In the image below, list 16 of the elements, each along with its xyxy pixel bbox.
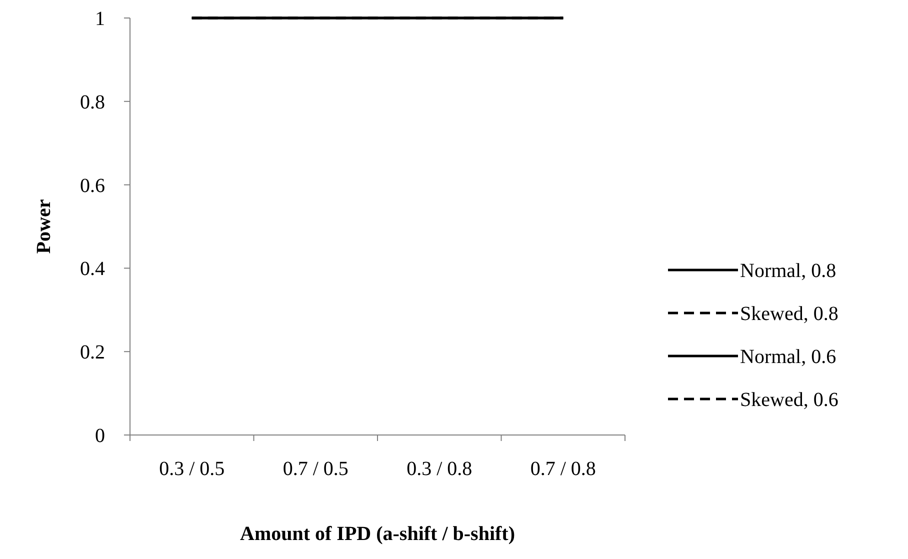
x-tick-label: 0.7 / 0.5 (282, 458, 348, 480)
y-axis-title: Power (33, 199, 55, 254)
y-tick-label: 0.4 (80, 258, 105, 280)
x-axis-title: Amount of IPD (a-shift / b-shift) (240, 523, 515, 545)
x-tick-label: 0.3 / 0.5 (159, 458, 225, 480)
x-tick-label: 0.7 / 0.8 (530, 458, 596, 480)
y-tick-label: 0 (95, 425, 105, 447)
x-tick-label: 0.3 / 0.8 (406, 458, 472, 480)
legend-label: Skewed, 0.6 (740, 389, 838, 411)
y-tick-label: 0.8 (80, 91, 105, 114)
legend-label: Skewed, 0.8 (740, 303, 838, 325)
y-tick-label: 0.2 (80, 342, 105, 364)
legend-label: Normal, 0.8 (740, 260, 836, 282)
y-tick-label: 0.6 (80, 174, 105, 197)
y-tick-label: 1 (95, 8, 105, 30)
legend-label: Normal, 0.6 (740, 346, 836, 368)
